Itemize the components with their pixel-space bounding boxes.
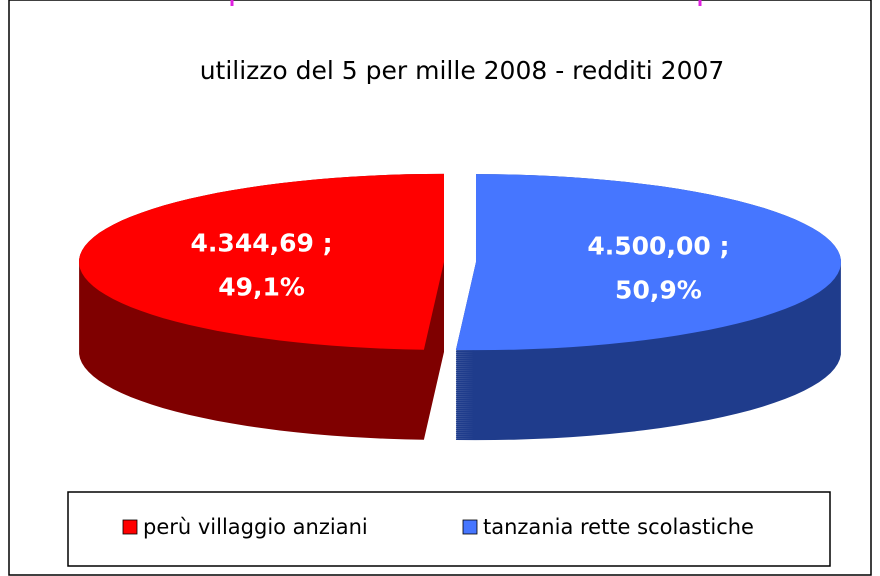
legend-box — [67, 491, 831, 567]
data-label: 4.500,00 ; — [587, 231, 729, 260]
pie: 4.500,00 ; 50,9% 4.344,69 ; 49,1% — [79, 173, 841, 441]
legend-label: perù villaggio anziani — [143, 515, 368, 539]
legend: perù villaggio anziani tanzania rette sco… — [122, 515, 754, 539]
data-label: 4.344,69 ; — [191, 229, 333, 258]
legend-label: tanzania rette scolastiche — [483, 515, 754, 539]
slice — [79, 173, 445, 350]
legend-swatch — [122, 519, 138, 535]
data-label: 49,1% — [218, 273, 305, 302]
chart-title: utilizzo del 5 per mille 2008 - redditi … — [200, 56, 725, 85]
slice — [455, 174, 841, 351]
data-label: 50,9% — [615, 275, 702, 304]
legend-swatch — [462, 519, 478, 535]
